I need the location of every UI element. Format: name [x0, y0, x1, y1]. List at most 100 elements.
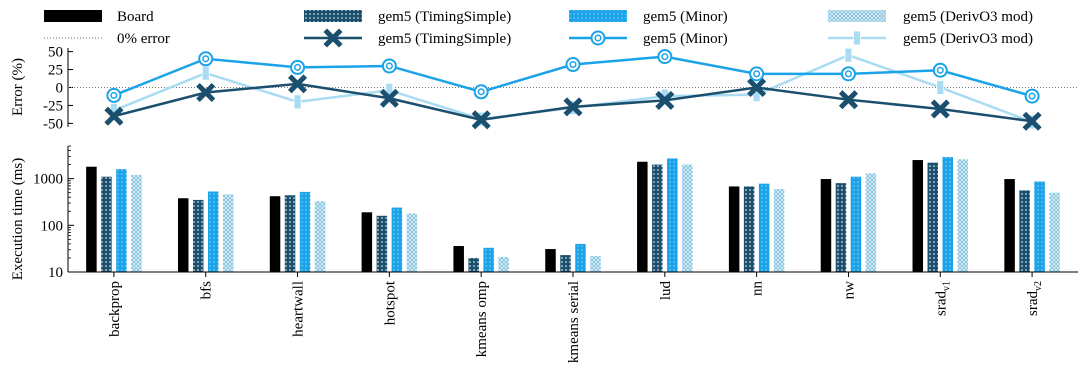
xtick-label-3: hotspot [382, 280, 398, 325]
error-point-gem5-timingsimple--4 [471, 110, 491, 130]
error-point-gem5-derivo3-mod--1 [201, 65, 210, 81]
legend-label-timing_bar: gem5 (TimingSimple) [378, 9, 511, 25]
xtick-label-9: sradv1 [933, 281, 952, 316]
legend-item-deriv_line: gem5 (DerivO3 mod) [828, 30, 1033, 47]
bar-gem5-derivo3-mod--3 [406, 213, 418, 272]
bar-board-5 [545, 249, 556, 272]
legend-item-minor_line: gem5 (Minor) [569, 30, 728, 47]
xtick-label-0: backprop [107, 281, 123, 337]
error-point-gem5-timingsimple--3 [379, 88, 399, 108]
error-point-gem5-minor--1 [198, 51, 214, 67]
bar-gem5-derivo3-mod--8 [865, 173, 877, 272]
xtick-label-7: nn [750, 281, 766, 297]
bar-gem5-timingsimple--10 [1019, 190, 1030, 272]
error-point-gem5-timingsimple--10 [1022, 111, 1042, 131]
bar-series-board [86, 160, 1015, 272]
error-point-gem5-minor--9 [932, 62, 948, 78]
bar-series-gem5-minor- [116, 157, 1045, 272]
bar-gem5-minor--0 [116, 169, 127, 272]
bar-board-0 [86, 166, 97, 272]
legend-item-board_bar: Board [44, 9, 154, 25]
error-point-gem5-minor--3 [381, 58, 397, 74]
legend: Board gem5 (TimingSimple) gem5 (Minor) gem5… [44, 9, 1033, 48]
legend-marker-timing_line [323, 28, 343, 48]
bar-board-3 [361, 212, 373, 272]
bar-gem5-minor--4 [483, 247, 494, 272]
bar-board-1 [177, 198, 189, 272]
exec-y-axis-label: Execution time (ms) [10, 158, 26, 280]
bar-series-gem5-derivo3-mod- [131, 159, 1060, 272]
bar-gem5-derivo3-mod--5 [590, 256, 601, 272]
error-ytick-label-0: 50 [48, 45, 63, 61]
legend-swatch-timing_bar [304, 10, 362, 22]
bar-gem5-timingsimple--7 [743, 186, 755, 272]
legend-swatch-deriv_bar [828, 10, 886, 22]
bar-gem5-minor--2 [299, 191, 311, 272]
legend-label-minor_line: gem5 (Minor) [643, 31, 728, 47]
xtick-label-4: kmeans omp [474, 281, 490, 357]
bar-gem5-timingsimple--1 [192, 199, 204, 272]
error-point-gem5-minor--0 [106, 87, 122, 103]
bar-gem5-timingsimple--4 [468, 257, 479, 272]
bar-gem5-derivo3-mod--9 [957, 159, 969, 272]
error-point-gem5-minor--6 [657, 49, 673, 65]
xtick-label-6: lud [658, 281, 674, 301]
error-point-gem5-timingsimple--8 [838, 90, 858, 110]
error-point-gem5-minor--2 [290, 59, 306, 75]
x-axis: backprop bfs heartwall hotspot kmeans omp kme… [68, 271, 1078, 363]
bar-gem5-minor--7 [758, 183, 770, 272]
legend-label-zero_line: 0% error [117, 31, 170, 47]
exec-y-axis: 10 100 1000 [33, 145, 74, 281]
error-ytick-label-1: 25 [48, 63, 63, 79]
bar-gem5-minor--1 [207, 191, 219, 272]
bar-gem5-derivo3-mod--7 [773, 188, 785, 272]
error-point-gem5-derivo3-mod--8 [844, 47, 853, 63]
bar-board-9 [912, 160, 924, 272]
error-series-gem5-timingsimple- [104, 74, 1042, 131]
bar-gem5-timingsimple--8 [835, 183, 847, 272]
error-y-axis: 50 250 -25 -50 [43, 45, 73, 132]
legend-label-board_bar: Board [117, 9, 154, 25]
bar-gem5-minor--10 [1034, 181, 1045, 272]
legend-marker-minor_line [590, 30, 606, 46]
legend-item-deriv_bar: gem5 (DerivO3 mod) [828, 9, 1033, 25]
bar-gem5-derivo3-mod--10 [1049, 192, 1060, 272]
xtick-label-8: nw [841, 281, 857, 300]
legend-label-minor_bar: gem5 (Minor) [643, 9, 728, 25]
bar-gem5-derivo3-mod--4 [498, 256, 509, 272]
error-y-axis-label: Error (%) [10, 58, 26, 116]
legend-item-timing_line: gem5 (TimingSimple) [304, 28, 511, 48]
bar-gem5-minor--9 [942, 157, 954, 272]
error-line-panel: 50 250 -25 -50 Error (%) [10, 45, 1078, 132]
exec-ytick-label-1: 100 [41, 218, 64, 234]
xtick-label-5: kmeans serial [566, 281, 582, 363]
legend-marker-deriv_line [853, 30, 861, 46]
error-point-gem5-derivo3-mod--9 [936, 80, 945, 95]
xtick-label-10: sradv2 [1025, 281, 1044, 316]
error-point-gem5-timingsimple--2 [288, 74, 308, 94]
error-point-gem5-timingsimple--7 [747, 77, 767, 98]
bar-gem5-derivo3-mod--6 [682, 164, 693, 272]
legend-label-deriv_line: gem5 (DerivO3 mod) [903, 31, 1033, 47]
xtick-label-1: bfs [199, 281, 215, 299]
exec-ytick-label-0: 10 [48, 265, 63, 281]
bar-board-2 [269, 196, 281, 272]
legend-label-timing_line: gem5 (TimingSimple) [378, 31, 511, 47]
error-ytick-label-3: -25 [43, 98, 63, 114]
error-point-gem5-timingsimple--0 [104, 106, 124, 126]
bar-gem5-timingsimple--3 [376, 215, 388, 272]
bar-gem5-minor--6 [667, 158, 678, 272]
error-ytick-label-4: -50 [43, 116, 63, 132]
bar-board-6 [637, 161, 648, 272]
error-series-gem5-minor- [106, 49, 1040, 104]
bar-board-8 [820, 179, 832, 272]
legend-item-timing_bar: gem5 (TimingSimple) [304, 9, 511, 25]
bar-gem5-derivo3-mod--0 [131, 174, 142, 272]
error-point-gem5-minor--10 [1024, 88, 1040, 104]
bar-gem5-timingsimple--5 [560, 255, 571, 272]
bar-gem5-timingsimple--0 [101, 176, 112, 272]
bar-gem5-minor--5 [575, 243, 586, 272]
exec-ytick-label-2: 1000 [33, 172, 63, 188]
legend-swatch-board_bar [44, 10, 102, 22]
